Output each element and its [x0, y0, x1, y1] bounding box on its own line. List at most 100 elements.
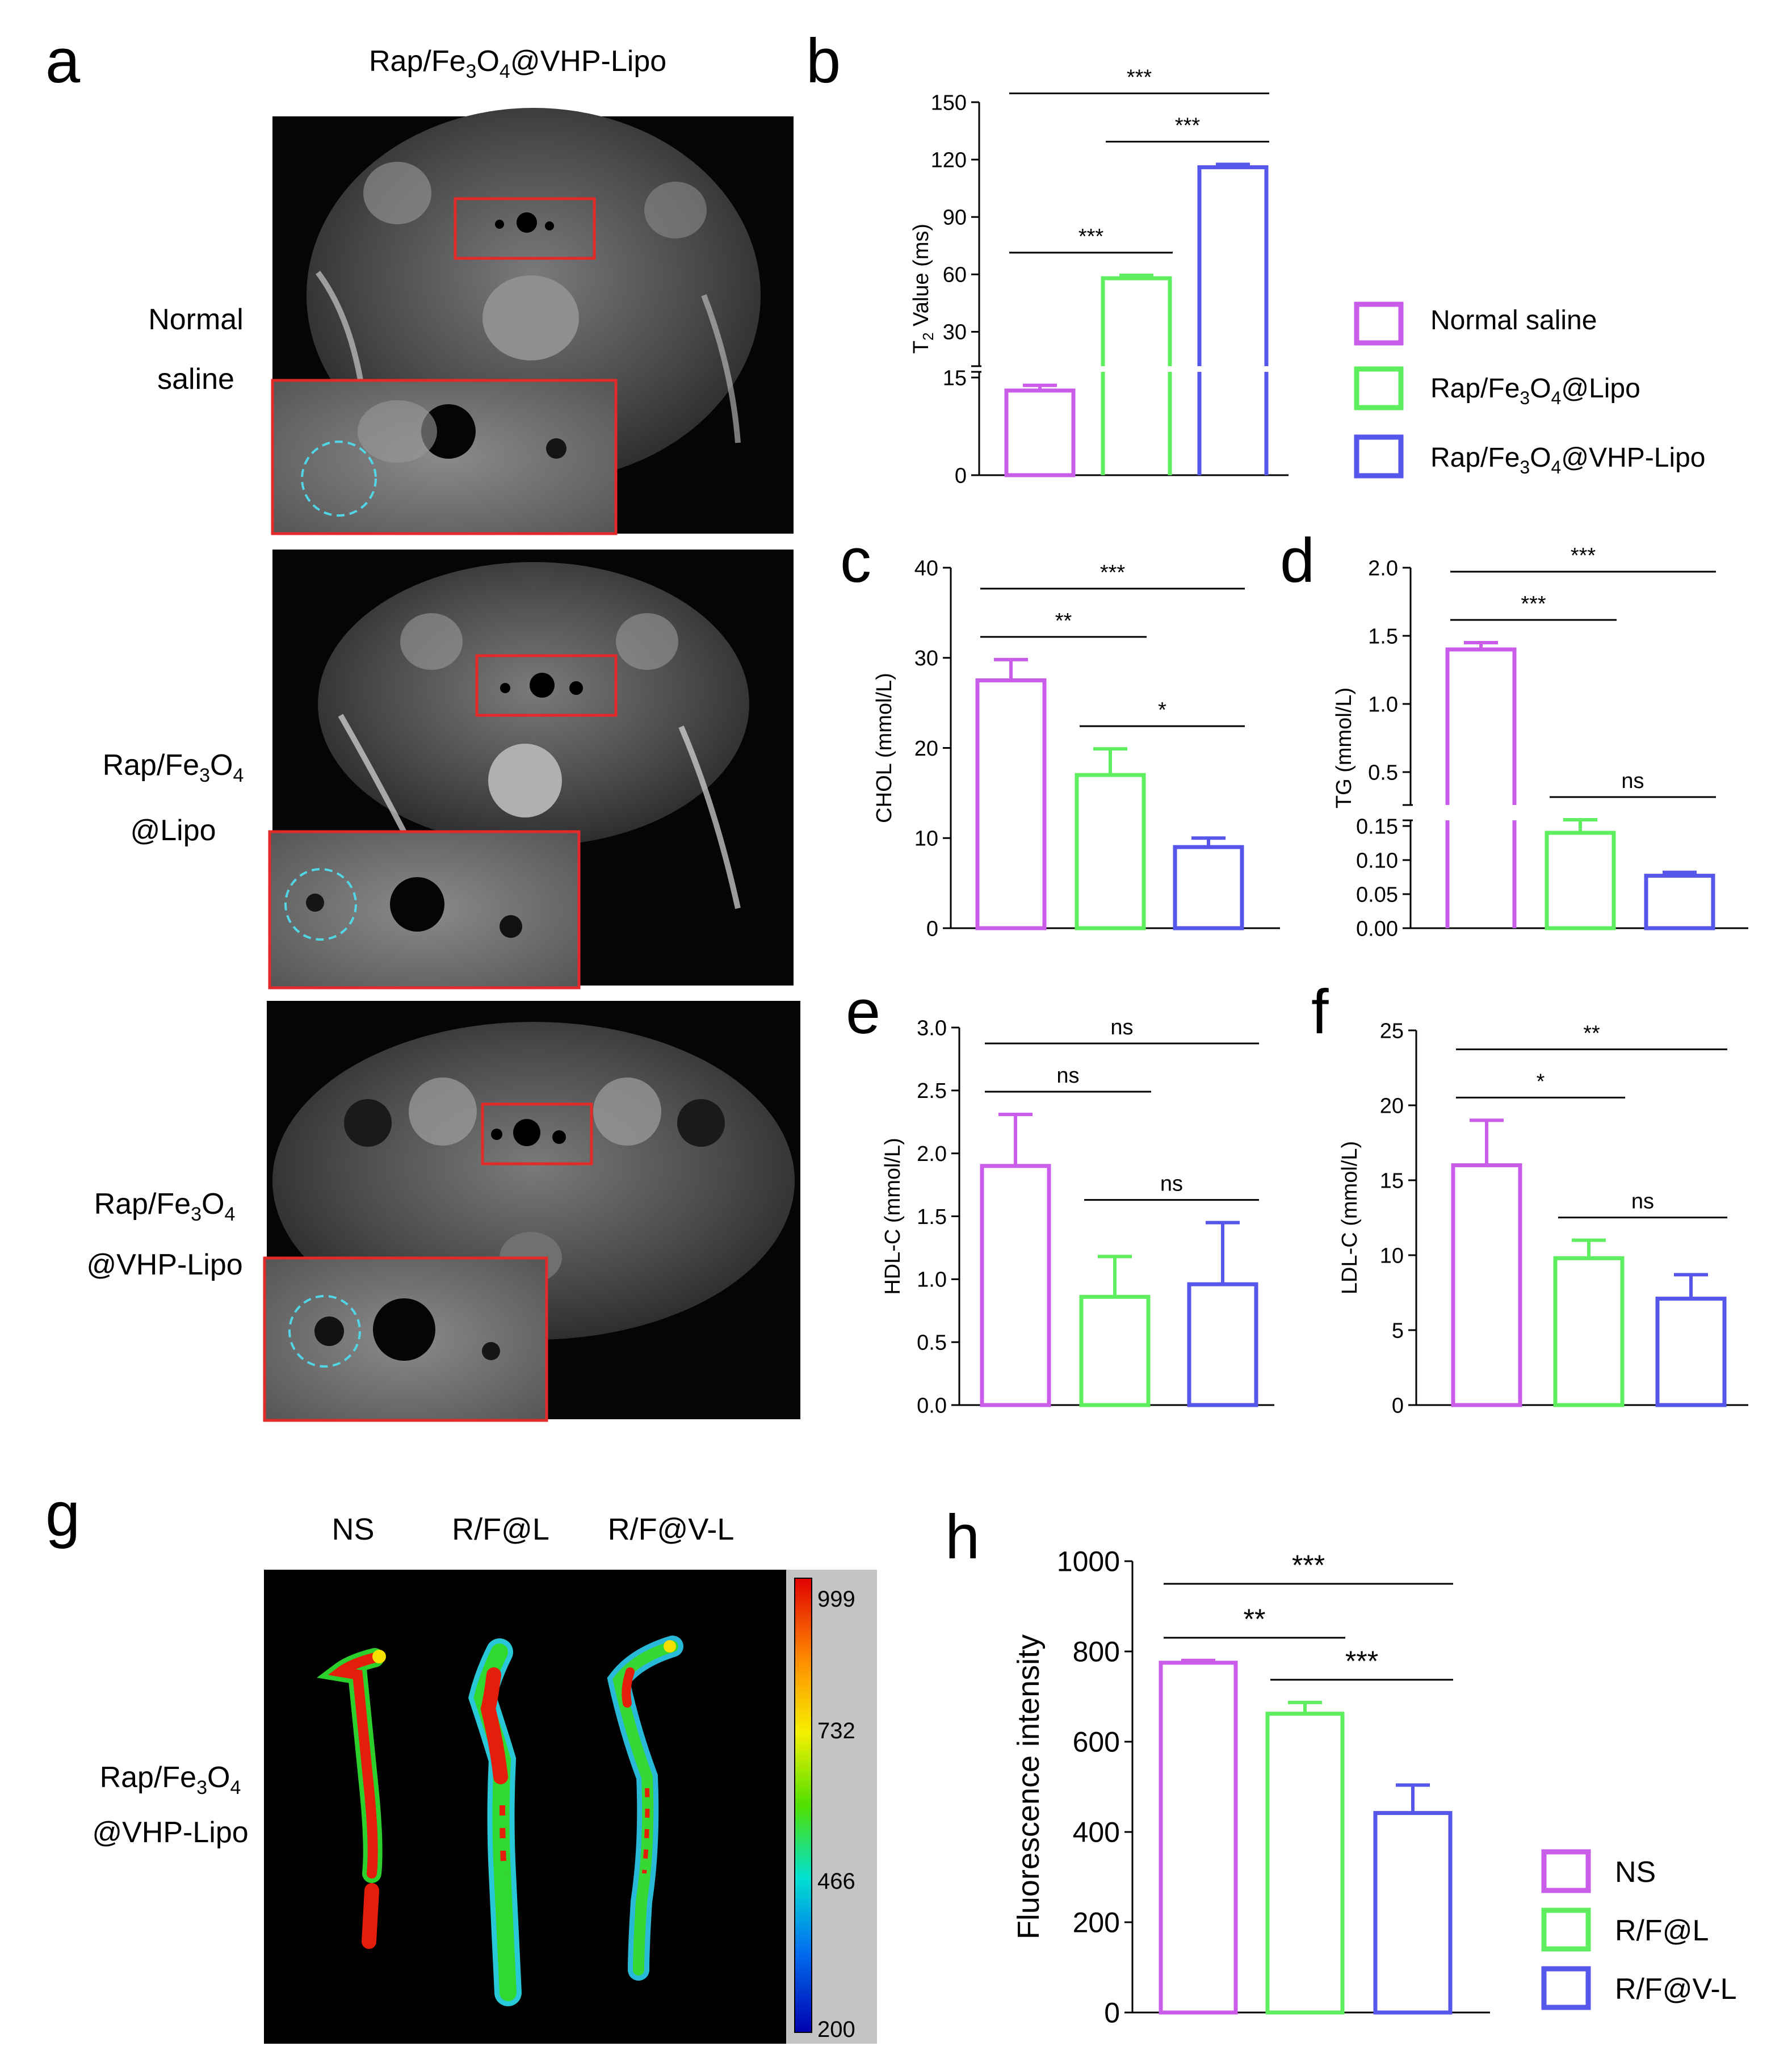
chart-b: b 0 15 30 60 90 120 150 T2 Value (ms) *** *** *** — [806, 26, 1289, 488]
significance-label: *** — [1571, 544, 1596, 568]
bar — [1159, 1661, 1238, 2015]
y-tick-label: 20 — [1380, 1094, 1404, 1118]
y-tick-label: 800 — [1073, 1636, 1120, 1668]
row-label-g-line2: @VHP-Lipo — [92, 1816, 248, 1849]
legend-swatch-ns — [1354, 301, 1404, 346]
mri-zoom-inset — [271, 379, 618, 535]
y-tick-label: 10 — [914, 827, 938, 851]
y-tick-label: 0.00 — [1356, 917, 1398, 941]
y-tick-label: 0.05 — [1356, 883, 1398, 907]
row-label-g-line1: Rap/Fe3O4 — [100, 1761, 241, 1798]
bar — [1553, 1256, 1625, 1407]
row-label-lipo-line1: Rap/Fe3O4 — [103, 749, 244, 786]
row-label-vhp-line1: Rap/Fe3O4 — [94, 1188, 236, 1225]
y-tick-label: 2.0 — [917, 1142, 947, 1166]
legend-b: Normal saline Rap/Fe3O4@Lipo Rap/Fe3O4@V… — [1354, 301, 1706, 479]
lane-label-rfl: R/F@L — [452, 1512, 549, 1546]
bar — [1445, 647, 1517, 928]
mri-image-vhp-lipo — [263, 1001, 800, 1422]
significance-label: * — [1537, 1070, 1545, 1093]
row-label-vhp-line2: @VHP-Lipo — [86, 1248, 242, 1281]
bar — [1187, 1282, 1258, 1407]
y-tick-label: 200 — [1073, 1907, 1120, 1939]
y-axis-label: Fluorescence intensity — [1012, 1634, 1046, 1939]
panel-letter-b: b — [806, 26, 841, 96]
colorbar-tick: 466 — [817, 1869, 855, 1894]
y-tick-label: 10 — [1380, 1244, 1404, 1268]
mri-roi-box — [481, 1102, 593, 1165]
y-tick-label: 0.0 — [917, 1394, 947, 1418]
colorbar-tick: 200 — [817, 2017, 855, 2042]
y-axis-label: T2 Value (ms) — [909, 224, 937, 354]
significance-label: ns — [1160, 1172, 1183, 1196]
y-tick-label: 600 — [1073, 1726, 1120, 1758]
bar — [1101, 276, 1172, 475]
chart-f: f 0 5 10 15 20 25 LDL-C (mmol/L) * ns ** — [1311, 977, 1748, 1418]
legend-label-vhp: Rap/Fe3O4@VHP-Lipo — [1430, 443, 1706, 477]
panel-letter-d: d — [1280, 526, 1315, 596]
chart-e: e 0.0 0.5 1.0 1.5 2.0 2.5 3.0 HDL-C (mmol/L) ns ns… — [846, 977, 1274, 1418]
lane-label-rfvl: R/F@V-L — [608, 1512, 735, 1546]
significance-label: *** — [1127, 66, 1152, 90]
panel-g: g NS R/F@L R/F@V-L Rap/Fe3O4 @VHP-Lipo — [45, 1479, 877, 2044]
significance-label: ns — [1621, 769, 1644, 793]
y-tick-label: 400 — [1073, 1817, 1120, 1848]
y-tick-label: 2.5 — [917, 1079, 947, 1103]
dashed-circle-marker — [301, 441, 377, 517]
y-tick-label: 150 — [931, 91, 967, 115]
legend-swatch-vhp — [1354, 434, 1404, 479]
legend-label-lipo: Rap/Fe3O4@Lipo — [1430, 374, 1640, 408]
mri-roi-box — [475, 654, 618, 717]
y-tick-label: 0.5 — [1368, 761, 1398, 785]
significance-label: ns — [1631, 1190, 1654, 1214]
y-tick-label: 3.0 — [917, 1016, 947, 1040]
y-tick-label: 0.15 — [1356, 815, 1398, 838]
y-tick-label: 20 — [914, 737, 938, 761]
y-tick-label: 0 — [926, 917, 938, 941]
legend-label-rfl: R/F@L — [1615, 1914, 1709, 1947]
dashed-circle-marker — [288, 1295, 361, 1368]
bar — [1265, 1712, 1345, 2015]
bar — [1655, 1297, 1727, 1407]
mri-zoom-inset — [268, 830, 581, 990]
panel-a: a Rap/Fe3O4@VHP-Lipo Normal saline Rap/F… — [45, 26, 800, 1422]
y-tick-label: 5 — [1392, 1319, 1404, 1343]
legend-swatch-rfl — [1541, 1907, 1591, 1952]
significance-label: ns — [1110, 1016, 1133, 1039]
significance-label: *** — [1345, 1645, 1378, 1677]
panel-a-column-title: Rap/Fe3O4@VHP-Lipo — [369, 45, 666, 82]
y-tick-label: 1.0 — [917, 1268, 947, 1292]
y-tick-label: 1.5 — [917, 1205, 947, 1229]
bar — [1004, 388, 1076, 477]
y-tick-label: 15 — [943, 366, 967, 390]
y-tick-label: 2.0 — [1368, 556, 1398, 580]
mri-image-normal-saline — [271, 108, 794, 535]
y-tick-label: 30 — [943, 321, 967, 345]
significance-label: *** — [1100, 561, 1126, 585]
colorbar: 999 732 466 200 — [786, 1570, 877, 2044]
mri-zoom-inset — [263, 1256, 548, 1422]
mri-roi-box — [454, 197, 596, 260]
legend-label-rfvl: R/F@V-L — [1615, 1973, 1737, 2006]
bar — [1075, 773, 1146, 930]
significance-label: ** — [1055, 609, 1072, 633]
y-tick-label: 0 — [1104, 1997, 1120, 2029]
bar — [1373, 1811, 1453, 2015]
significance-label: *** — [1078, 225, 1104, 249]
y-tick-label: 0 — [955, 464, 967, 488]
y-tick-label: 40 — [914, 556, 938, 580]
bar — [1079, 1294, 1151, 1407]
legend-h: NS R/F@L R/F@V-L — [1541, 1849, 1737, 2010]
y-axis-label: LDL-C (mmol/L) — [1338, 1141, 1362, 1294]
y-tick-label: 0.5 — [917, 1331, 947, 1355]
significance-label: *** — [1521, 592, 1546, 616]
legend-swatch-lipo — [1354, 366, 1404, 410]
lane-label-ns: NS — [331, 1512, 374, 1546]
y-tick-label: 0 — [1392, 1394, 1404, 1418]
panel-letter-c: c — [840, 526, 871, 596]
y-axis-label: CHOL (mmol/L) — [872, 673, 896, 823]
row-label-normal-saline-line1: Normal — [148, 303, 244, 336]
significance-label: * — [1158, 698, 1166, 722]
y-tick-label: 120 — [931, 148, 967, 172]
